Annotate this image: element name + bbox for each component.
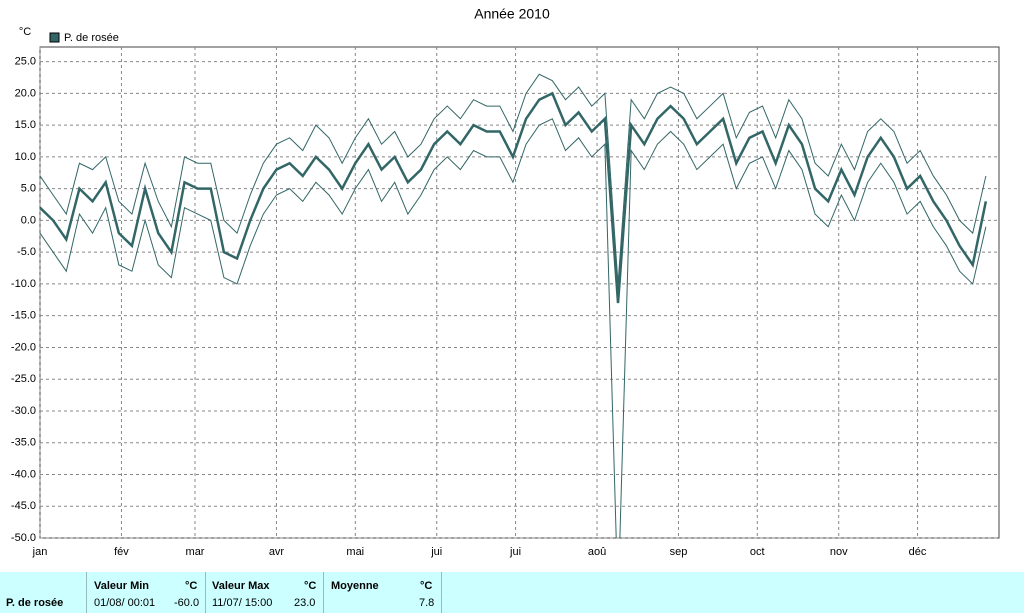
y-tick-label: -50.0 <box>11 532 36 544</box>
y-tick-label: -25.0 <box>11 373 36 385</box>
separator <box>86 572 87 613</box>
y-tick-label: 5.0 <box>21 183 36 195</box>
x-tick-label: fév <box>114 546 129 558</box>
x-tick-label: aoû <box>588 546 606 558</box>
y-tick-label: -45.0 <box>11 500 36 512</box>
separator <box>441 572 442 613</box>
mean-unit: °C <box>420 580 433 592</box>
x-tick-label: jan <box>32 546 48 558</box>
chart-title: Année 2010 <box>474 6 550 22</box>
mean-label: Moyenne <box>331 580 379 592</box>
series-range-line <box>40 73 987 284</box>
y-tick-label: -40.0 <box>11 468 36 480</box>
y-tick-label: -15.0 <box>11 310 36 322</box>
series-range-line <box>40 118 987 538</box>
x-tick-label: déc <box>909 546 927 558</box>
max-label: Valeur Max <box>212 580 270 592</box>
y-tick-label: 0.0 <box>21 214 36 226</box>
min-label: Valeur Min <box>94 580 150 592</box>
legend-swatch <box>49 32 60 43</box>
separator <box>205 572 206 613</box>
x-tick-label: oct <box>750 546 765 558</box>
y-tick-label: 20.0 <box>15 87 36 99</box>
max-date: 11/07/ 15:00 <box>212 597 273 609</box>
legend-label: P. de rosée <box>64 32 119 44</box>
min-date: 01/08/ 00:01 <box>94 597 156 609</box>
y-tick-label: 10.0 <box>15 151 36 163</box>
min-unit: °C <box>185 580 198 592</box>
y-tick-label: 25.0 <box>15 56 36 68</box>
max-value: 23.0 <box>294 597 316 609</box>
x-tick-label: jui <box>509 546 521 558</box>
x-tick-label: mar <box>186 546 205 558</box>
x-tick-label: mai <box>346 546 364 558</box>
summary-table: P. de rosée Valeur Min °C 01/08/ 00:01 -… <box>0 572 1024 613</box>
y-tick-label: -20.0 <box>11 341 36 353</box>
x-tick-label: sep <box>670 546 688 558</box>
y-tick-label: 15.0 <box>15 119 36 131</box>
max-unit: °C <box>304 580 317 592</box>
plot-area <box>39 46 1000 539</box>
series-line <box>40 91 988 304</box>
y-axis-label: °C <box>19 26 31 38</box>
x-tick-label: nov <box>830 546 848 558</box>
y-tick-label: -35.0 <box>11 437 36 449</box>
y-tick-label: -10.0 <box>11 278 36 290</box>
y-tick-label: -5.0 <box>17 246 36 258</box>
min-value: -60.0 <box>174 597 200 609</box>
x-tick-label: jui <box>430 546 442 558</box>
y-tick-label: -30.0 <box>11 405 36 417</box>
chart: Année 2010 °C P. de rosée -50.0 -45.0 -40.… <box>11 6 1000 558</box>
x-tick-label: avr <box>269 546 285 558</box>
separator <box>323 572 324 613</box>
series-name: P. de rosée <box>6 597 64 609</box>
mean-value: 7.8 <box>419 597 435 609</box>
